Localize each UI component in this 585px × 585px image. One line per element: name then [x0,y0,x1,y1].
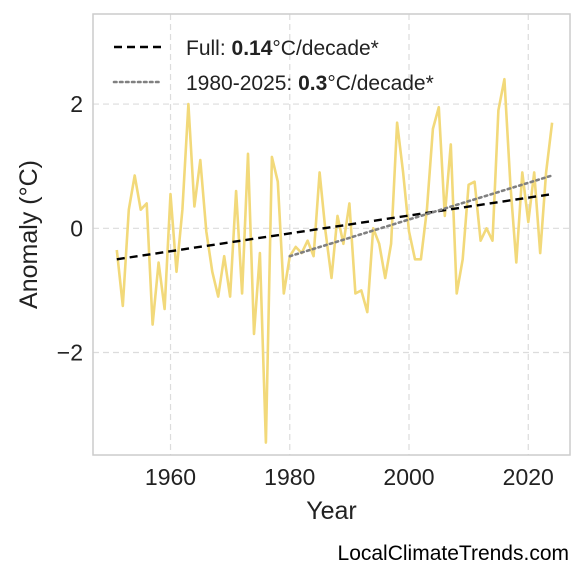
credit-text: LocalClimateTrends.com [338,542,569,565]
legend-full-value: 0.14 [232,37,273,60]
x-tick-label: 1980 [264,464,315,490]
y-tick-label: 2 [70,91,83,117]
legend-full-prefix: Full: [186,37,232,60]
legend-full-suffix: °C/decade* [272,37,378,60]
anomaly-line [115,77,554,444]
legend-recent-suffix: °C/decade* [327,72,433,95]
plot-frame [92,13,571,456]
full-trend-line [116,192,553,261]
x-tick-label: 2000 [383,464,434,490]
tick-layer: 1960 1980 2000 2020 −2 0 2 [57,91,554,490]
legend: Full: 0.14°C/decade* 1980-2025: 0.3°C/de… [112,37,434,95]
x-tick-label: 1960 [145,464,196,490]
y-axis-label: Anomaly (°C) [15,160,43,309]
legend-recent-prefix: 1980-2025: [186,72,298,95]
legend-recent-value: 0.3 [298,72,327,95]
legend-text-full-trend: Full: 0.14°C/decade* [186,37,379,60]
series-layer [115,77,554,444]
legend-text-recent-trend: 1980-2025: 0.3°C/decade* [186,72,434,95]
y-tick-label: −2 [57,340,83,366]
recent-trend-line [288,174,554,258]
x-tick-label: 2020 [503,464,554,490]
y-tick-label: 0 [70,215,83,241]
x-axis-label: Year [306,497,357,525]
